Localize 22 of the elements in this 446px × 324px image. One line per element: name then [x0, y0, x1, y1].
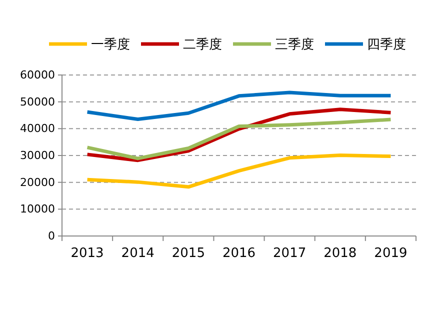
line-series	[86, 90, 392, 122]
y-tick-label: 0	[48, 230, 55, 243]
y-tick-label: 60000	[20, 68, 55, 82]
legend-label: 一季度	[91, 36, 130, 52]
y-tick-label: 20000	[20, 176, 55, 189]
y-tick-label: 30000	[20, 149, 55, 162]
x-tick-label: 2013	[70, 246, 104, 262]
line-series	[86, 108, 392, 162]
x-tick-label: 2019	[374, 246, 408, 262]
y-tick-label: 10000	[20, 202, 55, 216]
line-series	[86, 118, 392, 160]
x-tick-label: 2014	[121, 246, 154, 262]
x-tick-label: 2017	[273, 246, 306, 262]
legend-label: 四季度	[367, 36, 406, 52]
line-series	[86, 153, 392, 189]
x-tick-label: 2018	[324, 246, 357, 262]
x-tick-label: 2015	[172, 246, 205, 262]
y-tick-label: 40000	[20, 122, 55, 136]
legend-label: 三季度	[275, 36, 314, 52]
legend-label: 二季度	[183, 36, 222, 52]
x-tick-label: 2016	[222, 246, 256, 262]
y-tick-label: 50000	[20, 95, 55, 108]
